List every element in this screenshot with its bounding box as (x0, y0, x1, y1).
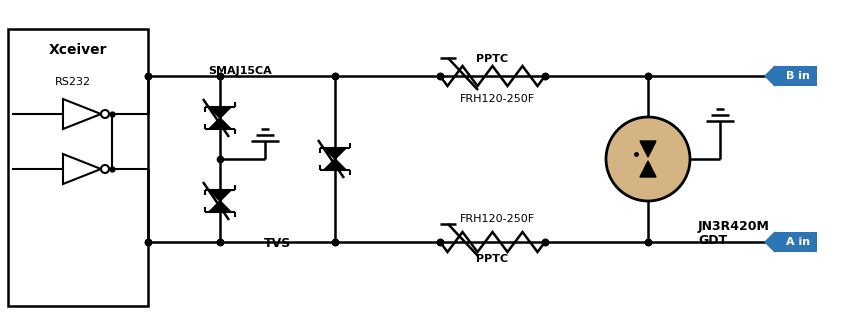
FancyBboxPatch shape (775, 66, 817, 86)
Polygon shape (209, 190, 231, 201)
Polygon shape (209, 118, 231, 129)
Polygon shape (63, 154, 101, 184)
Text: B in: B in (786, 71, 810, 81)
Polygon shape (209, 201, 231, 212)
Polygon shape (324, 148, 346, 159)
Polygon shape (324, 159, 346, 170)
Text: TVS: TVS (264, 237, 290, 250)
Polygon shape (765, 232, 775, 252)
Text: FRH120-250F: FRH120-250F (460, 214, 535, 224)
Polygon shape (765, 66, 775, 86)
Text: SMAJ15CA: SMAJ15CA (208, 66, 272, 76)
FancyBboxPatch shape (775, 232, 817, 252)
FancyBboxPatch shape (8, 29, 148, 306)
Text: Xceiver: Xceiver (49, 43, 107, 57)
Circle shape (606, 117, 690, 201)
Text: GDT: GDT (698, 234, 727, 247)
Text: JN3R420M: JN3R420M (698, 220, 770, 233)
Text: RS232: RS232 (55, 77, 91, 87)
Polygon shape (640, 161, 656, 177)
Text: A in: A in (786, 237, 810, 247)
Polygon shape (209, 107, 231, 118)
Text: PPTC: PPTC (476, 54, 508, 64)
Circle shape (101, 110, 109, 118)
Circle shape (101, 165, 109, 173)
Polygon shape (63, 99, 101, 129)
Polygon shape (640, 141, 656, 157)
Text: PPTC: PPTC (476, 254, 508, 264)
Text: FRH120-250F: FRH120-250F (460, 94, 535, 104)
